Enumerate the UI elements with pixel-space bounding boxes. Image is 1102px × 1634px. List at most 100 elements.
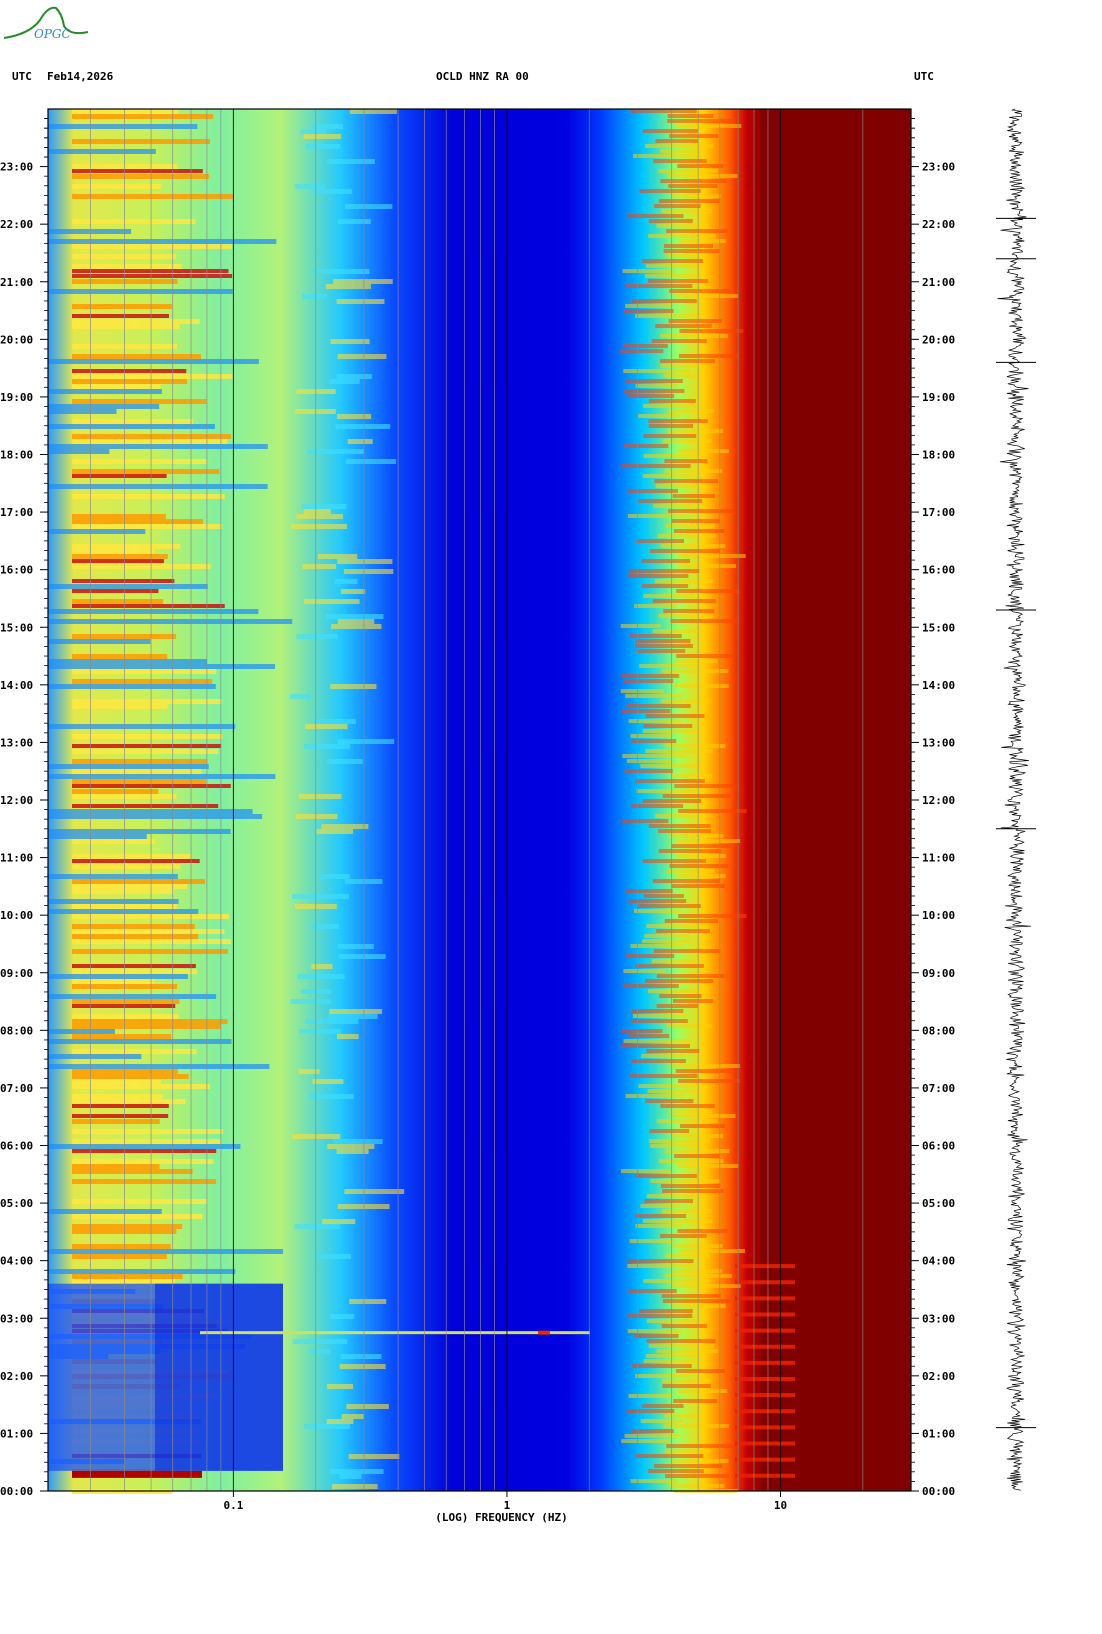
- high-frequency-texture: [662, 1189, 724, 1193]
- low-frequency-streak: [72, 194, 234, 199]
- high-frequency-texture: [673, 684, 729, 688]
- high-frequency-texture: [669, 834, 724, 838]
- station-title: OCLD HNZ RA 00: [436, 70, 529, 83]
- mid-frequency-texture: [339, 1364, 386, 1369]
- low-frequency-streak: [72, 769, 202, 774]
- low-frequency-streak: [72, 889, 174, 894]
- high-frequency-texture: [642, 1404, 684, 1408]
- mid-frequency-texture: [305, 724, 348, 729]
- high-frequency-band: [735, 1393, 795, 1398]
- mid-frequency-texture: [326, 759, 363, 764]
- high-frequency-texture: [675, 854, 726, 858]
- high-frequency-texture: [656, 224, 709, 228]
- high-frequency-texture: [635, 314, 699, 318]
- high-frequency-texture: [665, 1474, 730, 1478]
- high-frequency-texture: [648, 424, 694, 428]
- high-frequency-texture: [664, 744, 726, 748]
- mid-frequency-texture: [294, 1224, 340, 1229]
- high-frequency-texture: [666, 1024, 713, 1028]
- low-frequency-streak: [72, 1034, 172, 1039]
- mid-frequency-texture: [320, 874, 350, 879]
- high-frequency-texture: [649, 1139, 711, 1143]
- high-frequency-texture: [641, 584, 689, 588]
- high-frequency-texture: [677, 164, 724, 168]
- high-frequency-texture: [675, 874, 726, 878]
- y-tick-label-left: 20:00: [0, 333, 33, 346]
- low-frequency-streak: [72, 469, 220, 474]
- high-frequency-texture: [628, 899, 687, 903]
- mid-frequency-texture: [291, 524, 347, 529]
- low-frequency-streak: [72, 1279, 176, 1284]
- high-frequency-texture: [634, 1214, 687, 1218]
- high-frequency-texture: [675, 1069, 732, 1073]
- heatmap-background: [48, 109, 911, 1491]
- mid-frequency-texture: [349, 1299, 387, 1304]
- low-frequency-streak: [48, 359, 259, 364]
- high-frequency-texture: [654, 479, 718, 483]
- high-frequency-texture: [646, 924, 708, 928]
- high-frequency-texture: [641, 259, 703, 263]
- low-frequency-streak: [72, 749, 219, 754]
- low-frequency-streak: [72, 669, 217, 674]
- high-frequency-texture: [664, 469, 722, 473]
- y-tick-label-right: 21:00: [922, 276, 955, 289]
- high-frequency-texture: [622, 679, 674, 683]
- low-frequency-streak: [72, 634, 177, 639]
- high-frequency-texture: [663, 1424, 729, 1428]
- high-frequency-texture: [678, 1079, 741, 1083]
- low-frequency-streak: [72, 1084, 211, 1089]
- low-frequency-streak: [72, 1079, 161, 1084]
- high-frequency-texture: [673, 529, 725, 533]
- high-frequency-texture: [638, 499, 703, 503]
- high-frequency-texture: [628, 489, 678, 493]
- high-frequency-texture: [620, 349, 664, 353]
- low-frequency-streak: [72, 369, 187, 373]
- low-frequency-streak: [72, 434, 232, 439]
- high-frequency-texture: [672, 999, 714, 1003]
- low-frequency-streak: [48, 659, 208, 664]
- high-frequency-texture: [664, 1414, 705, 1418]
- high-frequency-texture: [640, 1204, 681, 1208]
- high-frequency-band: [735, 1264, 795, 1269]
- mid-frequency-texture: [303, 744, 351, 749]
- high-frequency-texture: [677, 554, 746, 558]
- y-tick-label-left: 19:00: [0, 391, 33, 404]
- low-frequency-streak: [72, 734, 223, 739]
- y-tick-label-right: 04:00: [922, 1255, 955, 1268]
- high-frequency-texture: [634, 909, 681, 913]
- high-frequency-texture: [623, 369, 692, 373]
- high-frequency-texture: [670, 1064, 740, 1068]
- high-frequency-texture: [667, 119, 734, 123]
- high-frequency-texture: [656, 974, 725, 978]
- high-frequency-texture: [648, 1344, 714, 1348]
- high-frequency-texture: [674, 294, 739, 298]
- low-frequency-streak: [48, 529, 146, 534]
- low-frequency-streak: [48, 764, 209, 769]
- mid-frequency-texture: [346, 1404, 389, 1409]
- high-frequency-texture: [653, 159, 707, 163]
- high-frequency-texture: [623, 389, 685, 393]
- mid-frequency-texture: [337, 619, 375, 624]
- low-frequency-streak: [72, 839, 155, 844]
- timezone-right-label: UTC: [914, 70, 934, 83]
- high-frequency-texture: [668, 429, 723, 433]
- seismogram-waveform: [997, 108, 1031, 1491]
- mid-frequency-texture: [349, 109, 397, 114]
- high-frequency-band: [735, 1441, 795, 1446]
- high-frequency-texture: [644, 274, 697, 278]
- mid-frequency-texture: [303, 134, 341, 139]
- high-frequency-texture: [624, 769, 673, 773]
- high-frequency-texture: [629, 569, 700, 573]
- low-frequency-streak: [72, 914, 230, 919]
- high-frequency-texture: [643, 1279, 711, 1283]
- high-frequency-texture: [658, 614, 713, 618]
- high-frequency-texture: [656, 1349, 719, 1353]
- high-frequency-texture: [660, 1184, 721, 1188]
- low-frequency-streak: [48, 239, 277, 244]
- high-frequency-texture: [669, 134, 719, 138]
- high-frequency-texture: [642, 1219, 713, 1223]
- high-frequency-texture: [649, 1129, 690, 1133]
- y-tick-label-left: 13:00: [0, 736, 33, 749]
- mid-frequency-texture: [340, 589, 366, 594]
- mid-frequency-texture: [311, 964, 333, 969]
